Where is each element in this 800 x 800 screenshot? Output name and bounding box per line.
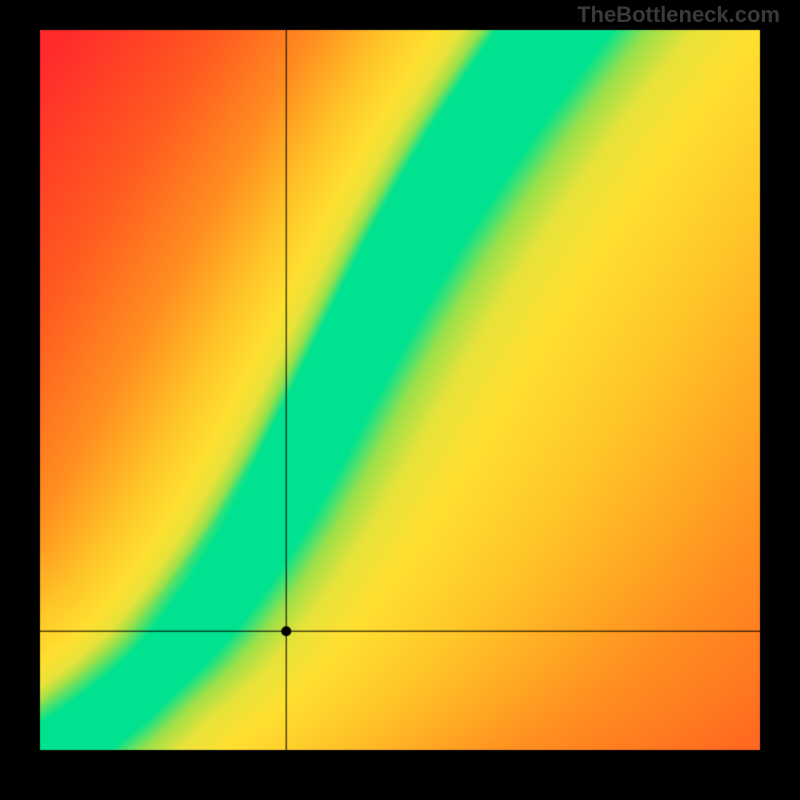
attribution-label: TheBottleneck.com xyxy=(577,2,780,28)
chart-container: TheBottleneck.com xyxy=(0,0,800,800)
bottleneck-heatmap xyxy=(0,0,800,800)
